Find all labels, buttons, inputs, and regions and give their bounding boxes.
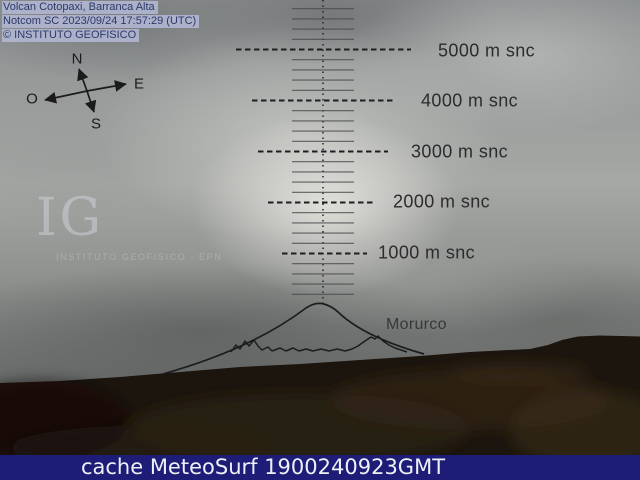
camera-copyright: © INSTITUTO GEOFISICO <box>2 29 140 42</box>
volcano-outline-drawing <box>162 302 425 375</box>
camera-title: Volcan Cotopaxi, Barranca Alta <box>2 1 158 14</box>
compass-south-label: S <box>90 115 102 133</box>
compass-rose-arrows <box>44 68 127 113</box>
caption-bar: cache MeteoSurf 1900240923GMT <box>0 455 640 480</box>
terrain-texture <box>0 362 640 470</box>
ig-watermark: IG <box>36 188 105 248</box>
ridge-outline-drawing <box>230 335 408 353</box>
camera-timestamp: Notcom SC 2023/09/24 17:57:29 (UTC) <box>2 15 200 28</box>
peak-label-morurco: Morurco <box>386 316 447 333</box>
altitude-label-2000: 2000 m snc <box>393 191 491 212</box>
altitude-label-5000: 5000 m snc <box>438 40 536 61</box>
altitude-label-1000: 1000 m snc <box>378 242 476 263</box>
caption-text: cache MeteoSurf 1900240923GMT <box>80 455 446 479</box>
ig-watermark-subtext: INSTITUTO GEOFISICO - EPN <box>56 252 223 262</box>
compass-north-label: N <box>71 50 83 68</box>
altitude-ruler <box>236 0 411 305</box>
compass-west-label: O <box>26 90 38 108</box>
altitude-label-4000: 4000 m snc <box>421 90 519 111</box>
compass-east-label: E <box>133 75 145 93</box>
altitude-label-3000: 3000 m snc <box>411 141 509 162</box>
info-overlay: Volcan Cotopaxi, Barranca Alta Notcom SC… <box>2 1 200 43</box>
